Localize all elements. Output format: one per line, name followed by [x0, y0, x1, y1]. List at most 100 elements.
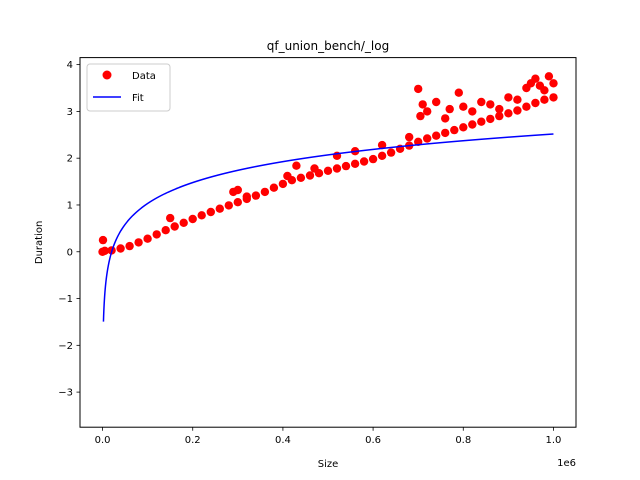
x-tick-label: 0.4 [275, 435, 291, 446]
data-point [224, 201, 233, 210]
data-point [468, 120, 477, 129]
data-point [125, 241, 134, 251]
data-point [283, 171, 292, 181]
data-point [206, 207, 215, 217]
data-point [377, 151, 387, 160]
data-point [166, 213, 175, 223]
y-tick-label: −3 [58, 388, 73, 399]
y-tick-label: 4 [67, 60, 73, 71]
fit-line [102, 133, 554, 322]
data-point [359, 157, 369, 166]
data-point [269, 183, 279, 192]
data-point [197, 211, 206, 220]
data-point [323, 166, 333, 175]
data-point [468, 107, 477, 116]
y-tick-label: 0 [67, 247, 73, 258]
data-point [477, 97, 486, 107]
data-point [454, 88, 463, 97]
y-tick-label: 3 [67, 107, 73, 118]
data-point [459, 102, 468, 111]
data-point [486, 114, 495, 124]
x-tick-label: 0.8 [455, 435, 471, 446]
axes-frame [79, 57, 577, 428]
data-point [296, 173, 306, 182]
data-point [100, 246, 110, 255]
data-point [423, 134, 432, 143]
data-point [278, 179, 288, 189]
data-point [251, 191, 261, 200]
x-axis-offset-label: 1e6 [557, 458, 576, 469]
data-point [549, 79, 558, 88]
data-point [341, 161, 351, 171]
data-point [504, 93, 513, 102]
legend-data-label: Data [132, 71, 156, 82]
x-tick-label: 0.6 [365, 435, 381, 446]
data-point [414, 84, 423, 94]
data-point [98, 235, 108, 245]
data-point [405, 132, 414, 142]
y-tick-label: 1 [67, 200, 73, 211]
x-axis: 0.0 0.2 0.4 0.6 0.8 1.0 [95, 427, 562, 446]
chart-title: qf_union_bench/_log [267, 39, 389, 53]
data-point [540, 86, 549, 95]
data-point [305, 171, 315, 180]
data-point [170, 222, 179, 231]
data-point [332, 164, 342, 173]
data-point [233, 185, 242, 195]
data-point [513, 95, 522, 104]
y-tick-label: −2 [58, 341, 73, 352]
data-point [310, 164, 319, 173]
data-point [441, 114, 450, 123]
data-point [233, 198, 242, 207]
data-point [504, 109, 513, 118]
data-point [242, 192, 251, 201]
data-point [368, 154, 378, 164]
data-point [152, 230, 161, 239]
x-tick-label: 0.2 [185, 435, 201, 446]
data-point [260, 187, 270, 197]
data-point [513, 106, 522, 115]
data-point [161, 226, 170, 235]
data-point [386, 148, 396, 157]
data-point [549, 93, 558, 102]
data-point [477, 117, 486, 126]
data-point [134, 238, 143, 247]
y-axis-label: Duration [34, 221, 45, 264]
data-point [423, 107, 432, 116]
data-point [188, 214, 197, 224]
data-point [350, 159, 360, 168]
data-point [486, 100, 495, 109]
data-point [522, 102, 531, 111]
data-point [531, 74, 540, 83]
data-point [495, 111, 504, 121]
data-point [377, 140, 387, 150]
data-point [531, 98, 540, 108]
data-point [540, 95, 549, 104]
data-point [432, 97, 441, 107]
y-tick-label: 2 [67, 154, 73, 165]
data-point [450, 125, 459, 135]
legend-box [86, 63, 171, 112]
y-tick-label: −1 [58, 294, 73, 305]
data-point [418, 100, 427, 109]
x-axis-label: Size [318, 459, 339, 470]
legend: Data Fit [86, 63, 171, 112]
data-point [432, 131, 441, 140]
data-point [445, 104, 454, 114]
data-point [143, 234, 152, 243]
y-axis: −3 −2 −1 0 1 2 3 4 [58, 60, 80, 399]
data-point [441, 128, 450, 138]
data-point [179, 218, 188, 227]
x-tick-label: 1.0 [546, 435, 562, 446]
legend-data-marker [102, 70, 112, 80]
data-point [416, 111, 425, 121]
data-point [292, 161, 301, 170]
data-point [459, 123, 468, 132]
legend-fit-label: Fit [132, 93, 144, 104]
data-point [116, 244, 125, 253]
plot-area [98, 72, 558, 322]
data-point [215, 204, 224, 213]
x-tick-label: 0.0 [95, 435, 111, 446]
data-point [544, 72, 554, 81]
